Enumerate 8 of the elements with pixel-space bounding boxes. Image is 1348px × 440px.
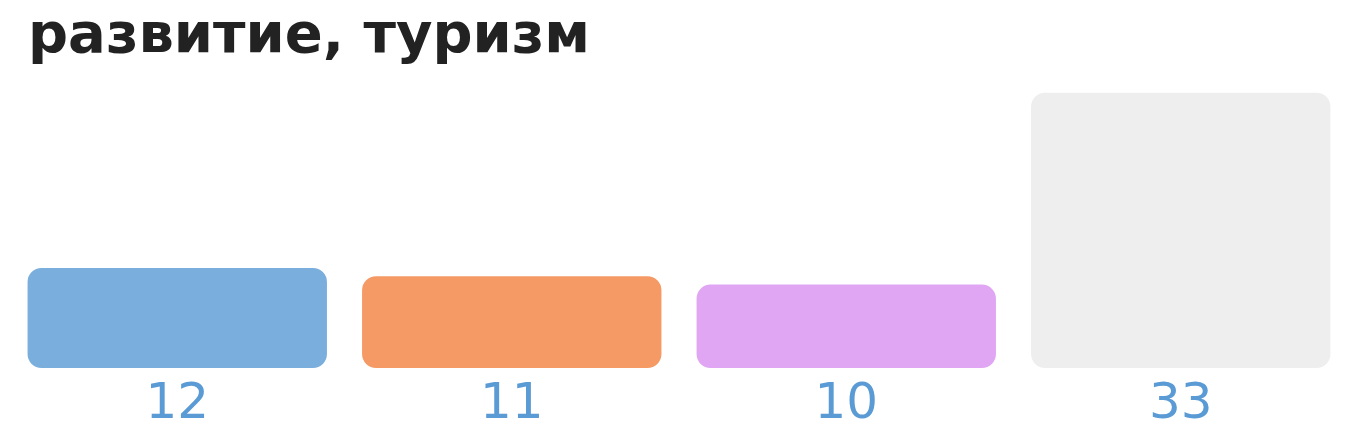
bar <box>696 284 996 368</box>
data-label: 33 <box>1148 371 1213 430</box>
bar <box>27 267 327 368</box>
chart-title: развитие, туризм <box>27 0 592 66</box>
data-label: 10 <box>814 371 879 430</box>
data-label: 12 <box>145 371 210 430</box>
data-label: 11 <box>479 371 544 430</box>
bar <box>362 276 662 368</box>
